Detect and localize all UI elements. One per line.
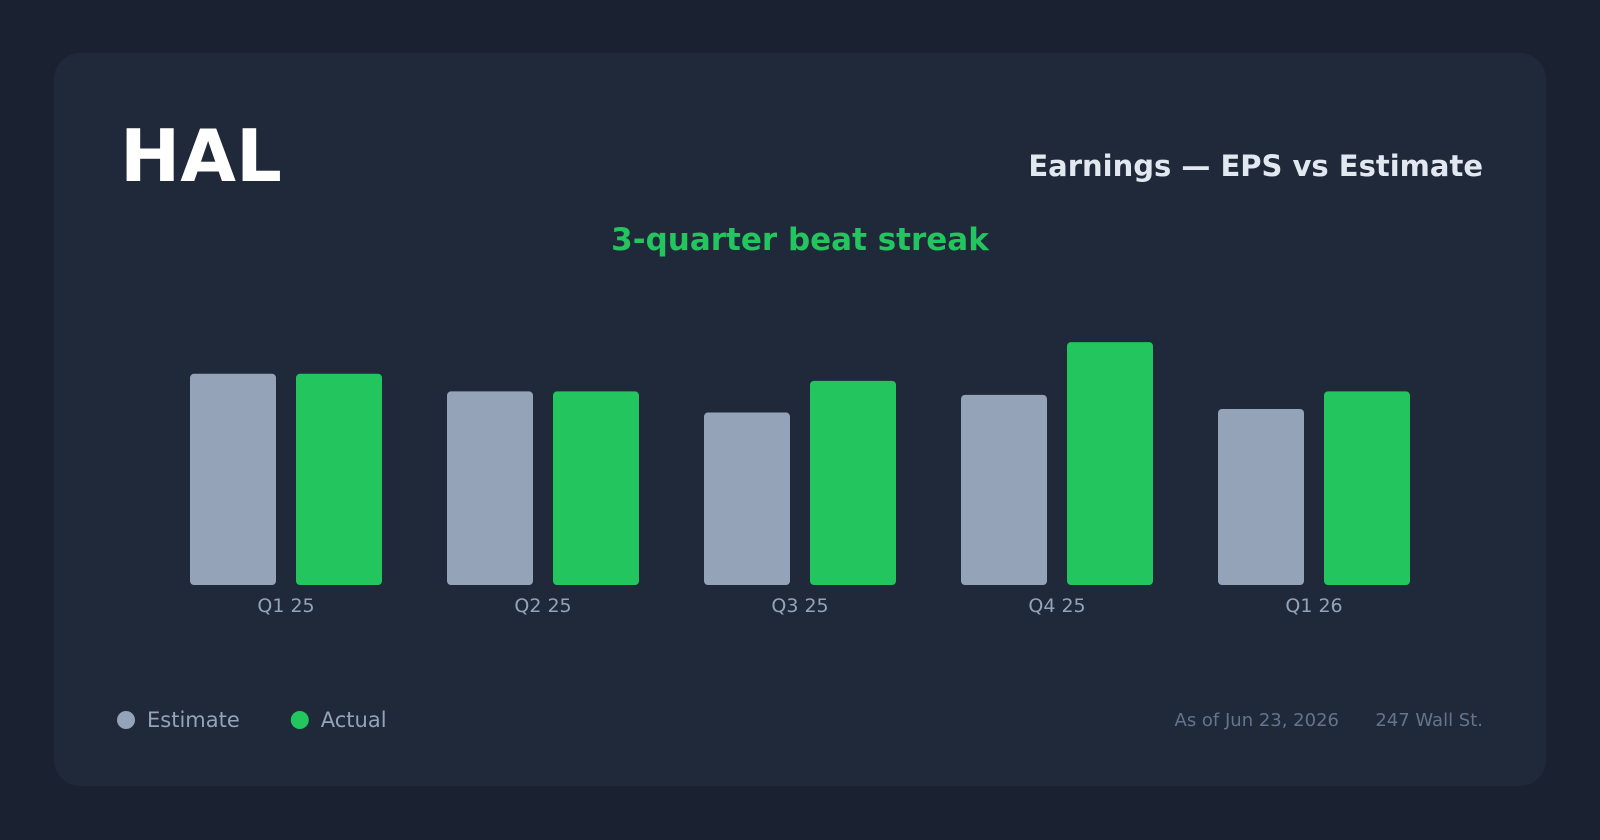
chart-title: Earnings — EPS vs Estimate — [1028, 149, 1483, 183]
x-tick-label: Q1 26 — [1285, 595, 1342, 617]
x-tick-label: Q2 25 — [514, 595, 571, 617]
legend-swatch — [117, 711, 135, 729]
annotation: 3-quarter beat streak — [611, 222, 990, 258]
bar — [1324, 391, 1410, 585]
bar — [961, 394, 1047, 585]
bar — [553, 391, 639, 585]
bar — [1218, 409, 1304, 585]
bar — [810, 380, 896, 585]
ticker: HAL — [120, 114, 282, 198]
legend-swatch — [290, 711, 309, 729]
as-of: As of Jun 23, 2026 — [1175, 710, 1340, 731]
bar — [190, 373, 276, 585]
legend-label: Actual — [321, 708, 387, 732]
x-tick-label: Q1 25 — [257, 595, 314, 617]
x-tick-label: Q4 25 — [1028, 595, 1085, 617]
bar — [447, 391, 533, 585]
bar — [704, 412, 790, 585]
source: 247 Wall St. — [1375, 710, 1483, 731]
bar — [296, 373, 382, 585]
card — [54, 53, 1546, 786]
legend-label: Estimate — [147, 708, 240, 732]
x-tick-label: Q3 25 — [771, 595, 828, 617]
bar — [1067, 342, 1153, 585]
